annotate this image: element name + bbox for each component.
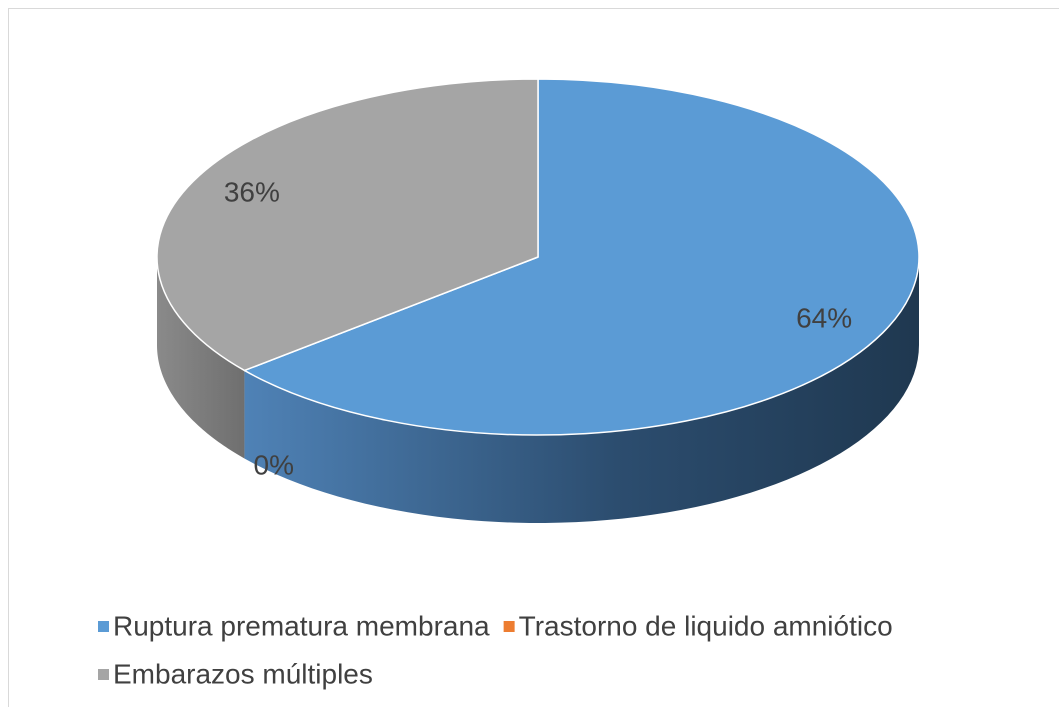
legend-swatch <box>98 621 109 632</box>
legend-label: Embarazos múltiples <box>113 658 373 689</box>
legend-item: Trastorno de liquido amniótico <box>504 610 893 641</box>
legend: Ruptura prematura membrana Trastorno de l… <box>98 610 893 689</box>
legend-swatch <box>504 621 515 632</box>
pie-tops <box>157 79 919 435</box>
legend-item: Ruptura prematura membrana <box>98 610 490 641</box>
legend-label: Trastorno de liquido amniótico <box>519 610 893 641</box>
legend-swatch <box>98 669 109 680</box>
data-label: 0% <box>254 450 294 481</box>
data-label: 64% <box>796 302 852 333</box>
data-label: 36% <box>224 176 280 207</box>
legend-item: Embarazos múltiples <box>98 658 373 689</box>
legend-label: Ruptura prematura membrana <box>113 610 490 641</box>
